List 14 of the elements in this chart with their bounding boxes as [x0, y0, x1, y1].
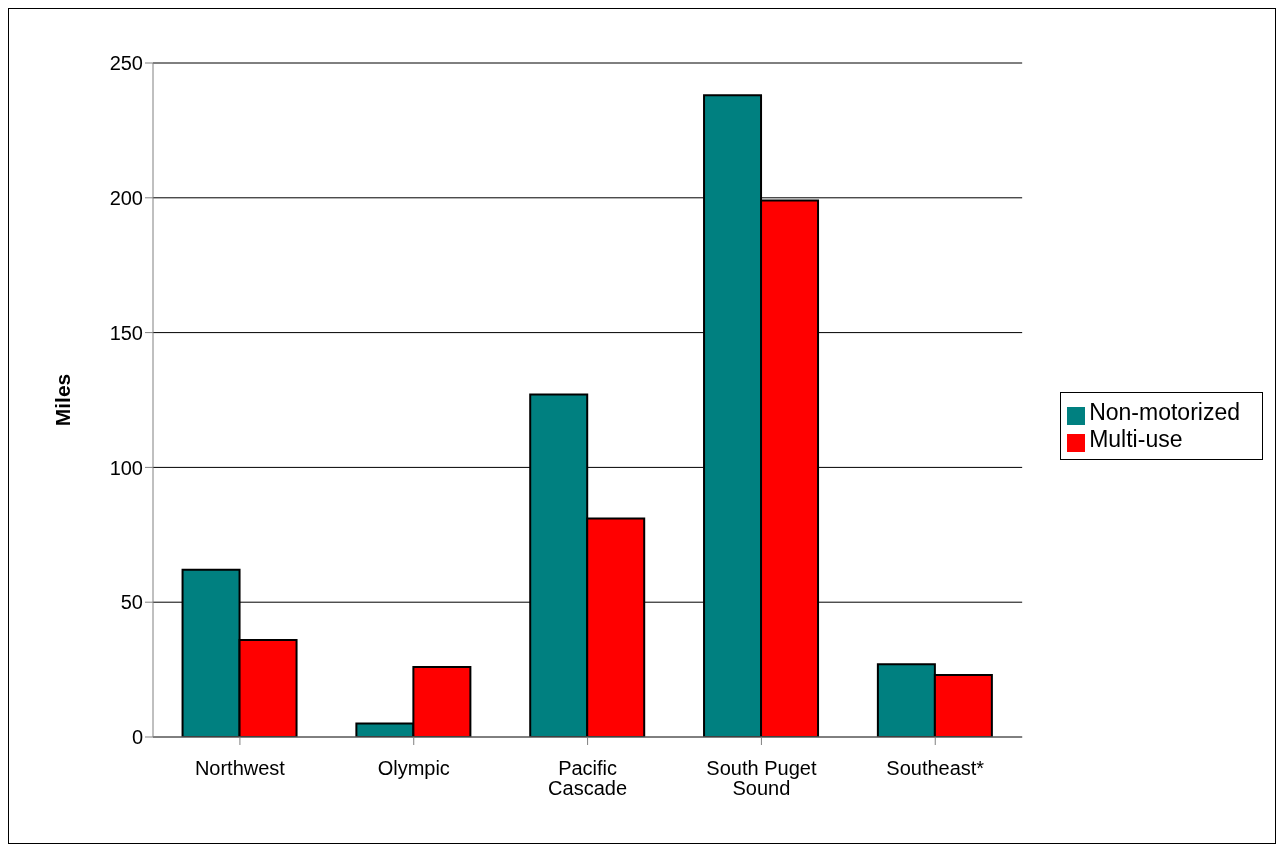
y-axis-title: Miles: [51, 373, 75, 427]
y-tick-label: 100: [109, 456, 143, 479]
x-tick-label: Northwest: [194, 757, 286, 780]
x-tick-label: South Puget Sound: [706, 757, 817, 800]
legend-label: Multi-use: [1089, 426, 1183, 452]
y-tick-label: 150: [109, 321, 143, 344]
y-tick-label: 250: [109, 52, 143, 75]
x-tick-label: Southeast*: [886, 757, 985, 780]
x-tick-label: Olympic: [377, 757, 450, 780]
y-tick-label: 50: [120, 591, 143, 614]
legend-label: Non-motorized: [1089, 399, 1240, 425]
y-tick-label: 200: [109, 186, 143, 209]
y-tick-label: 0: [131, 726, 143, 749]
x-tick-label: Pacific Cascade: [548, 757, 628, 800]
